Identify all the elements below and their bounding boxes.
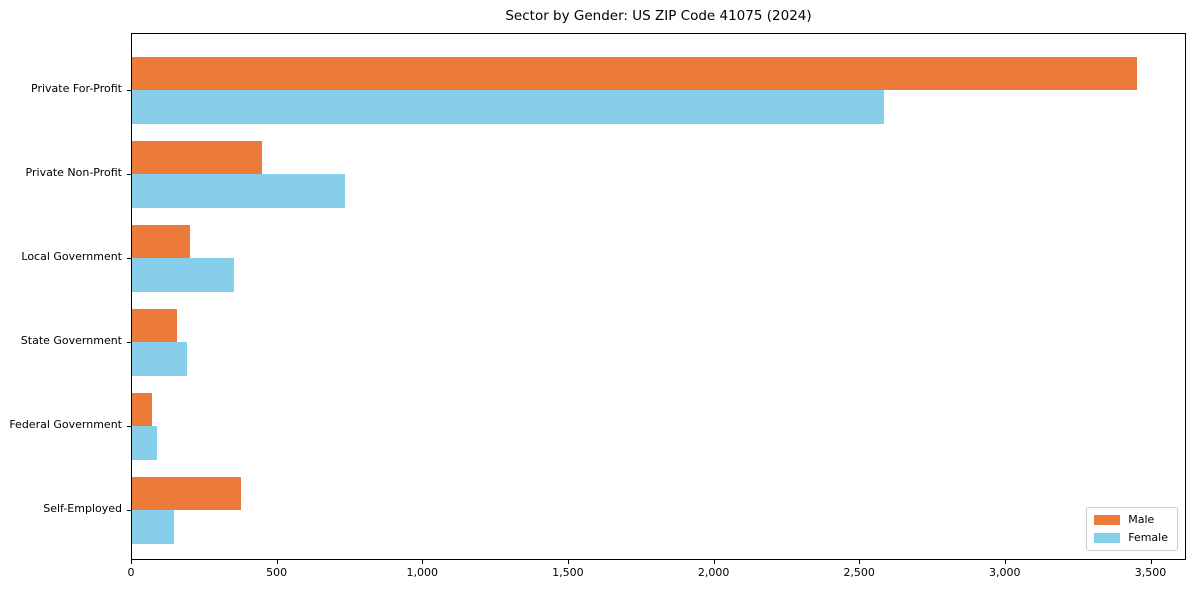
bar-male-3 [132, 224, 191, 259]
bar-female-3 [132, 258, 234, 292]
y-tick-label-1: Private For-Profit [31, 82, 122, 96]
y-tick-label-3: Local Government [21, 250, 122, 264]
bar-male-5 [132, 392, 153, 427]
x-tick-label-2: 500 [266, 566, 288, 579]
legend-label-male: Male [1128, 513, 1155, 526]
y-tick-label-6: Self-Employed [43, 502, 122, 516]
y-tick-label-2: Private Non-Profit [25, 166, 122, 180]
bar-female-1 [132, 90, 884, 124]
x-tick-3 [422, 560, 424, 564]
legend-swatch-male [1094, 515, 1121, 525]
bar-female-5 [132, 426, 157, 460]
bar-male-6 [132, 476, 242, 511]
x-tick-5 [713, 560, 715, 564]
y-tick-1 [127, 90, 131, 92]
x-tick-label-3: 1,000 [406, 566, 439, 579]
bar-female-4 [132, 342, 188, 376]
x-tick-1 [131, 560, 132, 564]
plot-area: Male Female [127, 33, 1186, 560]
legend-swatch-female [1094, 533, 1121, 543]
x-tick-2 [276, 560, 278, 564]
y-tick-label-4: State Government [20, 334, 122, 348]
legend: Male Female [1086, 507, 1178, 551]
x-tick-label-8: 3,500 [1134, 566, 1167, 579]
x-tick-7 [1004, 560, 1006, 564]
bar-female-2 [132, 174, 345, 208]
x-tick-label-5: 2,000 [697, 566, 730, 579]
x-tick-label-6: 2,500 [843, 566, 875, 579]
chart-title: Sector by Gender: US ZIP Code 41075 (202… [505, 8, 812, 24]
bar-male-2 [132, 140, 262, 175]
y-tick-3 [127, 258, 131, 260]
x-tick-6 [859, 560, 861, 564]
x-tick-8 [1150, 560, 1152, 564]
x-tick-label-4: 1,500 [552, 566, 584, 579]
bar-female-6 [132, 510, 175, 544]
legend-item-male: Male [1094, 514, 1168, 526]
y-tick-5 [127, 426, 131, 428]
legend-item-female: Female [1094, 532, 1168, 544]
x-tick-label-1: 0 [127, 566, 135, 579]
bar-male-4 [132, 308, 178, 343]
bar-male-1 [132, 56, 1137, 91]
y-tick-label-5: Federal Government [9, 418, 122, 432]
y-tick-4 [127, 342, 131, 344]
x-tick-label-7: 3,000 [989, 566, 1021, 579]
y-tick-2 [127, 174, 131, 176]
legend-label-female: Female [1128, 531, 1168, 544]
x-tick-4 [567, 560, 569, 564]
y-tick-6 [127, 510, 131, 512]
